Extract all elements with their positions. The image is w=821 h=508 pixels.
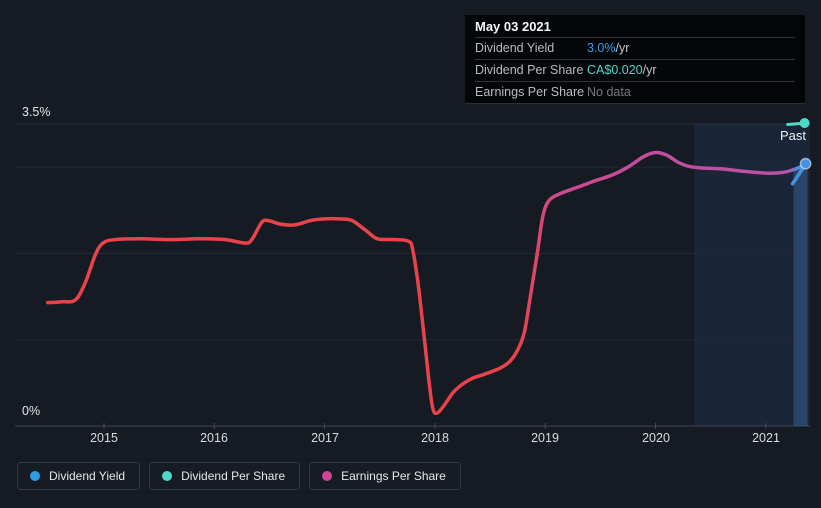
x-axis-label: 2015	[90, 431, 118, 445]
x-axis-label: 2017	[311, 431, 339, 445]
tooltip-value: CA$0.020	[587, 63, 643, 77]
dividend-per-share-stem	[786, 122, 803, 126]
dividend-yield-dot-icon	[30, 471, 40, 481]
legend-label: Earnings Per Share	[341, 469, 446, 483]
x-axis-label: 2018	[421, 431, 449, 445]
legend-item-earnings-per-share[interactable]: Earnings Per Share	[309, 462, 461, 490]
tooltip-row-earnings-per-share: Earnings Per Share No data	[475, 81, 795, 103]
tooltip-row-dividend-yield: Dividend Yield 3.0% /yr	[475, 37, 795, 59]
legend-item-dividend-per-share[interactable]: Dividend Per Share	[149, 462, 301, 490]
dividend-yield-line	[45, 150, 809, 416]
x-axis-label: 2016	[200, 431, 228, 445]
x-axis-label: 2021	[752, 431, 780, 445]
dividend-per-share-point-marker	[799, 118, 810, 128]
x-axis-label: 2019	[531, 431, 559, 445]
tooltip-unit: /yr	[642, 63, 657, 77]
x-axis-label: 2020	[642, 431, 670, 445]
tooltip-date: May 03 2021	[475, 19, 551, 34]
dividend-yield-point-marker	[799, 157, 812, 170]
earnings-per-share-dot-icon	[322, 471, 333, 481]
past-region	[694, 124, 810, 426]
tooltip-label: Earnings Per Share	[475, 85, 585, 99]
tooltip-value: No data	[587, 85, 631, 99]
hover-highlight-bar	[793, 168, 808, 426]
tooltip-label: Dividend Yield	[475, 41, 555, 55]
y-axis-max-label: 3.5%	[22, 105, 51, 119]
y-axis-min-label: 0%	[22, 404, 41, 418]
chart-tooltip: May 03 2021 Dividend Yield 3.0% /yr Divi…	[465, 15, 805, 104]
tooltip-unit: /yr	[615, 41, 630, 55]
legend-item-dividend-yield[interactable]: Dividend Yield	[17, 462, 141, 490]
tooltip-label: Dividend Per Share	[475, 63, 584, 77]
legend-label: Dividend Yield	[49, 469, 126, 483]
tooltip-value: 3.0%	[587, 41, 616, 55]
legend-label: Dividend Per Share	[181, 469, 286, 483]
dividend-per-share-dot-icon	[162, 471, 173, 481]
tooltip-row-dividend-per-share: Dividend Per Share CA$0.020 /yr	[475, 59, 795, 81]
chart-legend: Dividend Yield Dividend Per Share Earnin…	[17, 462, 461, 490]
past-region-label: Past	[779, 128, 806, 143]
